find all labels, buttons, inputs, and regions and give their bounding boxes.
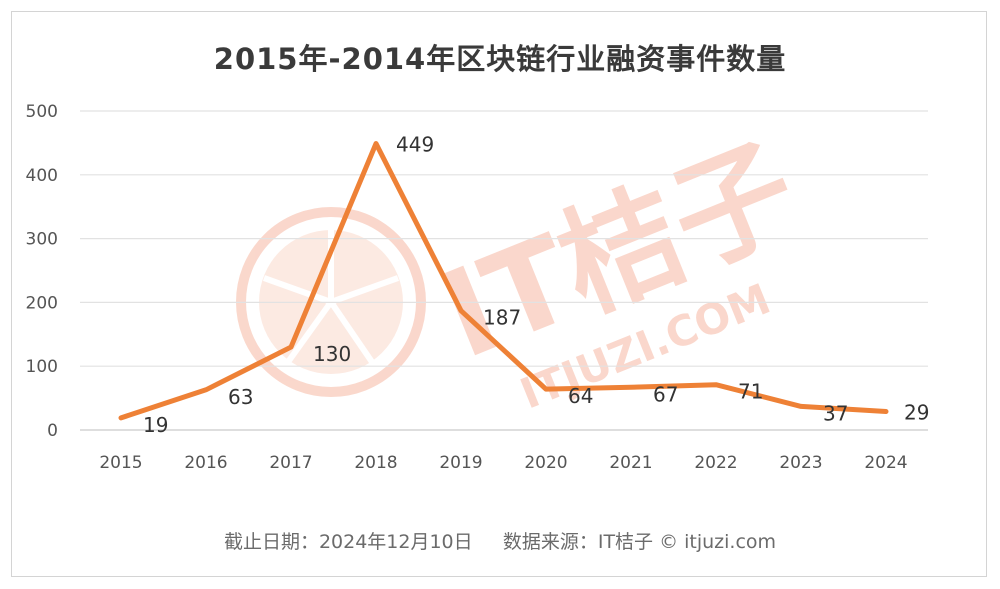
data-label: 67 [653, 382, 678, 406]
data-label: 19 [143, 413, 168, 437]
data-label: 130 [313, 342, 351, 366]
footnote: 截止日期：2024年12月10日 数据来源：IT桔子 © itjuzi.com [223, 531, 777, 553]
data-label: 449 [396, 133, 434, 157]
chart-frame [11, 11, 987, 577]
y-tick-label: 100 [26, 357, 58, 377]
data-label: 187 [483, 306, 521, 330]
y-tick-label: 300 [26, 230, 58, 250]
watermark-logo-segments [262, 230, 400, 364]
y-axis-ticks: 0 100 200 300 400 500 [26, 102, 58, 441]
data-labels: 19 63 130 449 187 64 67 71 37 29 [143, 133, 929, 437]
gridlines [80, 110, 928, 431]
x-tick-label: 2016 [184, 453, 227, 473]
data-label: 37 [823, 401, 848, 425]
series-line-group [118, 141, 889, 421]
y-tick-label: 200 [26, 293, 58, 313]
y-tick-label: 500 [26, 102, 58, 122]
x-tick-label: 2023 [779, 453, 822, 473]
x-tick-label: 2015 [99, 453, 142, 473]
data-label: 29 [904, 400, 929, 424]
x-tick-label: 2018 [354, 453, 397, 473]
data-label: 64 [568, 384, 593, 408]
x-tick-label: 2022 [694, 453, 737, 473]
y-tick-label: 400 [26, 166, 58, 186]
x-tick-label: 2024 [864, 453, 907, 473]
x-tick-label: 2019 [439, 453, 482, 473]
x-axis-ticks: 2015 2016 2017 2018 2019 2020 2021 2022 2023 2024 [99, 453, 907, 473]
x-tick-label: 2017 [269, 453, 312, 473]
x-tick-label: 2020 [524, 453, 567, 473]
x-tick-label: 2021 [609, 453, 652, 473]
chart-title: 2015年-2014年区块链行业融资事件数量 [213, 42, 787, 76]
series-line [118, 141, 889, 421]
y-tick-label: 0 [47, 421, 58, 441]
data-label: 71 [738, 380, 763, 404]
data-label: 63 [228, 385, 253, 409]
